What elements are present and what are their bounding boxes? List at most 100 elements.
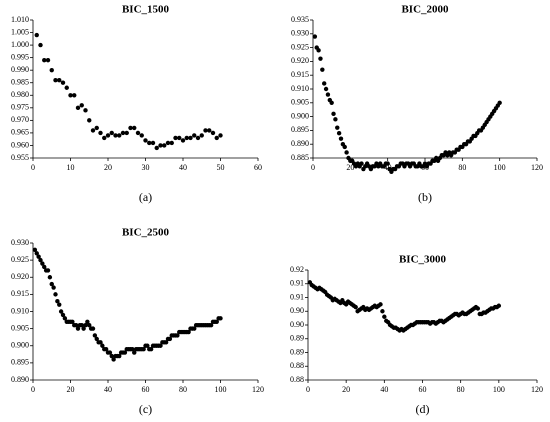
y-tick-label: 0.885 [291, 153, 309, 162]
data-point [73, 323, 79, 328]
y-tick-label: 0.965 [11, 128, 29, 137]
y-tick-label: 0.920 [11, 272, 29, 281]
data-point [214, 319, 219, 324]
y-tick-label: 0.990 [11, 65, 29, 74]
y-tick-label: 0.91 [290, 292, 304, 301]
y-tick-label: 0.910 [291, 84, 309, 93]
x-tick-label: 60 [254, 163, 262, 172]
x-tick-label: 100 [493, 385, 505, 394]
data-point [124, 130, 129, 136]
data-point [323, 86, 329, 92]
data-point [475, 306, 481, 311]
data-point [57, 78, 62, 83]
data-point [62, 316, 68, 321]
x-tick-label: 10 [67, 163, 75, 172]
x-tick-label: 20 [342, 385, 350, 394]
y-tick-label: 1.010 [11, 15, 29, 24]
data-point [79, 323, 84, 328]
data-point [312, 34, 318, 39]
data-point [70, 319, 75, 324]
data-point [87, 118, 92, 123]
data-point [107, 350, 113, 355]
data-point [120, 130, 126, 136]
x-tick-label: 100 [494, 163, 506, 172]
x-tick-label: 60 [142, 385, 150, 394]
data-point [109, 130, 114, 136]
x-tick-label: 0 [31, 385, 35, 394]
data-point [117, 133, 122, 138]
data-point [139, 133, 144, 138]
data-point [68, 93, 73, 98]
x-tick-label: 100 [215, 385, 227, 394]
data-point [382, 314, 387, 319]
y-tick-label: 0.88 [290, 375, 304, 384]
data-point [34, 32, 39, 38]
data-point [378, 302, 383, 307]
x-tick-label: 40 [104, 385, 112, 394]
data-point [36, 254, 41, 259]
data-point [208, 323, 214, 328]
data-point [192, 133, 197, 138]
data-point [320, 67, 325, 72]
chart-title: BIC_3000 [399, 254, 447, 266]
x-tick-label: 80 [457, 385, 465, 394]
data-point [214, 135, 219, 141]
x-tick-label: 0 [31, 163, 35, 172]
data-point [130, 346, 135, 352]
data-point [336, 130, 342, 136]
y-tick-label: 0.895 [291, 125, 309, 134]
data-point [98, 130, 103, 136]
x-tick-label: 50 [217, 163, 225, 172]
data-point [150, 140, 156, 146]
y-tick-label: 0.970 [11, 115, 29, 124]
y-tick-label: 0.90 [290, 306, 304, 315]
data-point [60, 80, 66, 85]
y-tick-label: 0.930 [11, 238, 29, 247]
data-point [145, 343, 150, 348]
data-point [57, 302, 62, 307]
x-tick-label: 20 [346, 163, 354, 172]
x-tick-label: 20 [67, 385, 75, 394]
data-point [496, 303, 502, 308]
data-point [38, 257, 43, 263]
data-point [385, 161, 390, 166]
caption: (c) [139, 402, 152, 416]
data-point [318, 56, 323, 61]
data-point [92, 333, 98, 338]
y-tick-label: 0.995 [11, 52, 29, 61]
y-tick-label: 0.930 [291, 29, 309, 38]
data-point [169, 140, 174, 146]
chart-title: BIC_1500 [122, 4, 170, 16]
y-tick-label: 1.000 [11, 40, 29, 49]
data-point [162, 143, 167, 148]
y-tick-label: 0.935 [291, 15, 309, 24]
data-point [218, 133, 223, 138]
data-point [58, 309, 64, 314]
data-point [47, 275, 53, 280]
y-tick-label: 0.88 [290, 361, 304, 370]
data-point [72, 93, 77, 98]
data-point [79, 103, 84, 108]
x-tick-label: 120 [252, 385, 264, 394]
data-point [195, 135, 201, 141]
data-point [338, 136, 344, 141]
data-point [64, 85, 69, 90]
y-tick-label: 0.92 [290, 265, 304, 274]
data-point [111, 357, 116, 362]
y-tick-label: 0.975 [11, 103, 29, 112]
data-point [333, 117, 338, 122]
data-point [60, 312, 66, 318]
data-point [353, 304, 358, 310]
y-tick-label: 0.900 [291, 111, 309, 120]
data-point [85, 319, 90, 324]
caption: (a) [139, 190, 152, 204]
data-point [186, 329, 191, 335]
x-tick-label: 30 [142, 163, 150, 172]
chart-title: BIC_2000 [401, 4, 449, 16]
data-point [81, 326, 86, 331]
data-point [135, 130, 141, 136]
y-tick-label: 0.895 [11, 358, 29, 367]
data-point [163, 340, 169, 345]
data-point [199, 133, 204, 138]
data-point [53, 78, 58, 83]
